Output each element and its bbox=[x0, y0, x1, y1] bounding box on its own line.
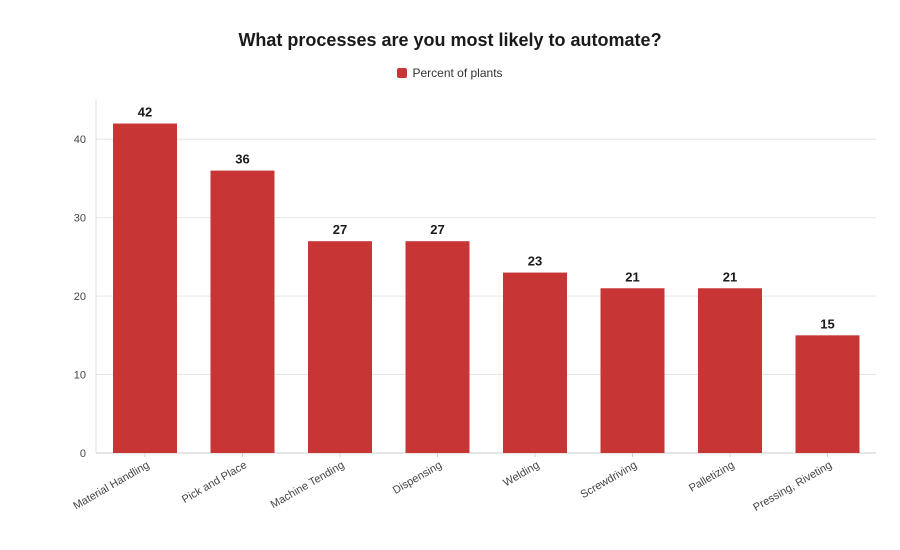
bar-value-label: 21 bbox=[723, 269, 737, 284]
bar bbox=[698, 288, 762, 453]
x-tick-label: Pick and Place bbox=[180, 459, 249, 506]
bar bbox=[405, 241, 470, 453]
bar bbox=[600, 288, 665, 453]
bar-value-label: 27 bbox=[430, 222, 444, 237]
bar-value-label: 27 bbox=[333, 222, 347, 237]
x-tick-label: Dispensing bbox=[391, 459, 444, 497]
chart-title: What processes are you most likely to au… bbox=[238, 30, 662, 50]
bar-value-label: 42 bbox=[138, 105, 152, 120]
bar bbox=[308, 241, 372, 453]
bar-value-label: 23 bbox=[528, 254, 542, 269]
y-tick-label: 0 bbox=[80, 448, 86, 460]
bar bbox=[795, 335, 860, 453]
x-tick-label: Pressing, Riveting bbox=[751, 459, 834, 514]
legend-swatch bbox=[397, 68, 408, 78]
bar-value-label: 36 bbox=[235, 152, 249, 167]
x-tick-label: Material Handling bbox=[71, 459, 151, 512]
bar bbox=[113, 123, 177, 454]
x-tick-label: Welding bbox=[501, 459, 541, 489]
bar-value-label: 15 bbox=[820, 316, 834, 331]
x-tick-label: Machine Tending bbox=[269, 459, 347, 511]
y-tick-label: 30 bbox=[74, 213, 86, 225]
x-tick-label: Palletizing bbox=[687, 459, 736, 494]
y-tick-label: 20 bbox=[74, 291, 86, 303]
bar bbox=[210, 170, 275, 453]
legend: Percent of plants bbox=[0, 66, 900, 80]
bar-value-label: 21 bbox=[625, 269, 639, 284]
x-tick-label: Screwdriving bbox=[578, 459, 639, 501]
y-tick-label: 10 bbox=[74, 370, 86, 382]
bar bbox=[503, 272, 567, 453]
y-tick-label: 40 bbox=[74, 134, 86, 146]
legend-label: Percent of plants bbox=[412, 66, 503, 80]
